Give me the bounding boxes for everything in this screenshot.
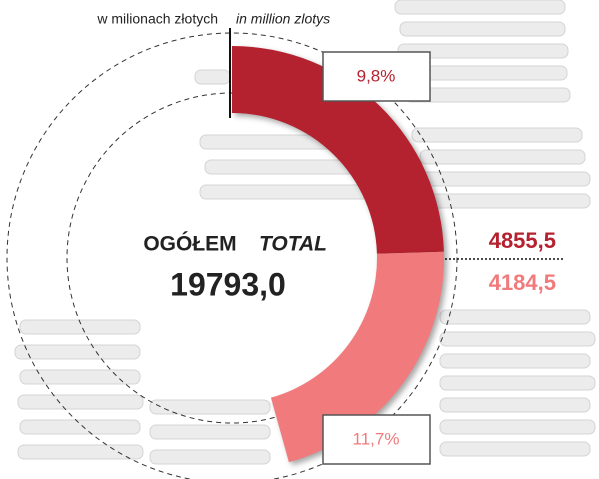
value-label: 4855,5 — [489, 228, 556, 253]
segment — [232, 46, 444, 254]
coin-background — [14, 0, 596, 465]
annotation: 9,8% — [357, 66, 396, 85]
annotation: 11,7% — [353, 429, 400, 448]
value-label: 4184,5 — [489, 270, 556, 295]
annotation-box — [322, 414, 431, 465]
outer-dashed-circle — [6, 32, 458, 479]
segment — [270, 251, 444, 463]
header: w milionach złotych — [96, 11, 218, 27]
center-label: OGÓŁEM — [143, 232, 236, 256]
header-en: in million zlotys — [236, 11, 330, 27]
annotation-box — [322, 51, 431, 102]
center-label-en: TOTAL — [259, 233, 327, 256]
total: 19793,0 — [170, 266, 286, 302]
